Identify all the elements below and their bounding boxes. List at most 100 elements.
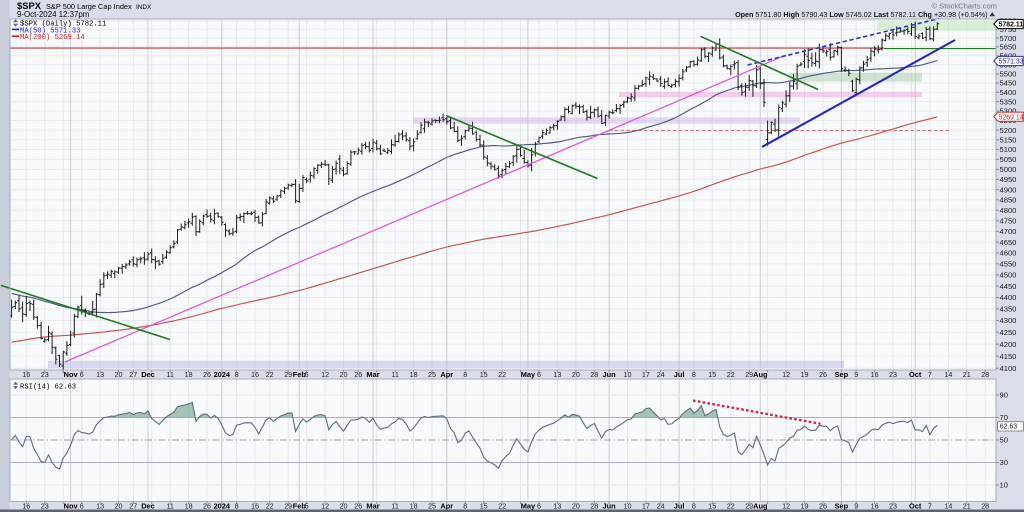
svg-text:70: 70 xyxy=(1000,413,1008,422)
svg-text:11: 11 xyxy=(166,370,173,379)
svg-text:Oct: Oct xyxy=(909,370,922,379)
svg-text:29: 29 xyxy=(745,502,753,511)
svg-text:Mar: Mar xyxy=(366,502,379,511)
svg-text:4600: 4600 xyxy=(1000,249,1017,258)
svg-text:13: 13 xyxy=(96,370,104,379)
svg-text:5100: 5100 xyxy=(1000,145,1017,154)
svg-text:19: 19 xyxy=(801,370,809,379)
svg-text:4850: 4850 xyxy=(1000,196,1017,205)
svg-text:16: 16 xyxy=(251,370,259,379)
svg-text:5200: 5200 xyxy=(1000,126,1017,135)
svg-text:27: 27 xyxy=(129,502,137,511)
svg-text:90: 90 xyxy=(1000,391,1008,400)
svg-text:26: 26 xyxy=(819,502,827,511)
svg-text:4300: 4300 xyxy=(1000,316,1017,325)
svg-text:9-Oct-2024 12:37pm: 9-Oct-2024 12:37pm xyxy=(17,10,90,19)
svg-text:23: 23 xyxy=(41,502,49,511)
svg-text:5300: 5300 xyxy=(1000,107,1017,116)
svg-text:Dec: Dec xyxy=(141,502,155,511)
svg-text:8: 8 xyxy=(235,370,239,379)
svg-text:15: 15 xyxy=(480,502,488,511)
svg-text:16: 16 xyxy=(22,370,30,379)
svg-text:26: 26 xyxy=(203,370,211,379)
svg-text:4800: 4800 xyxy=(1000,206,1017,215)
svg-text:5: 5 xyxy=(305,502,309,511)
svg-text:24: 24 xyxy=(657,370,665,379)
svg-text:8: 8 xyxy=(463,502,467,511)
svg-text:25: 25 xyxy=(428,370,436,379)
svg-text:17: 17 xyxy=(642,502,650,511)
svg-text:Apr: Apr xyxy=(440,502,453,511)
svg-text:Oct: Oct xyxy=(909,502,922,511)
svg-text:5750: 5750 xyxy=(1000,25,1017,34)
svg-text:8: 8 xyxy=(692,502,696,511)
svg-text:13: 13 xyxy=(553,370,561,379)
svg-text:20: 20 xyxy=(572,502,580,511)
svg-text:4150: 4150 xyxy=(1000,352,1017,361)
svg-text:5150: 5150 xyxy=(1000,136,1017,145)
svg-text:4400: 4400 xyxy=(1000,293,1017,302)
svg-text:Jun: Jun xyxy=(603,502,617,511)
svg-text:MA(200) 5269.14: MA(200) 5269.14 xyxy=(20,34,85,42)
svg-text:10: 10 xyxy=(624,370,632,379)
svg-text:28: 28 xyxy=(590,370,598,379)
svg-text:6: 6 xyxy=(537,370,541,379)
svg-text:15: 15 xyxy=(480,370,488,379)
svg-text:5000: 5000 xyxy=(1000,165,1017,174)
svg-text:23: 23 xyxy=(889,370,897,379)
svg-text:2024: 2024 xyxy=(214,370,231,379)
svg-text:© StockCharts.com: © StockCharts.com xyxy=(931,2,997,11)
svg-text:26: 26 xyxy=(354,370,362,379)
svg-text:$SPX (Daily) 5782.11: $SPX (Daily) 5782.11 xyxy=(20,21,106,29)
svg-text:Jul: Jul xyxy=(674,370,685,379)
svg-text:20: 20 xyxy=(340,502,348,511)
svg-text:9: 9 xyxy=(854,370,858,379)
svg-text:Apr: Apr xyxy=(440,370,453,379)
svg-text:26: 26 xyxy=(354,502,362,511)
svg-text:18: 18 xyxy=(185,370,193,379)
svg-text:20: 20 xyxy=(115,370,123,379)
svg-text:5350: 5350 xyxy=(1000,97,1017,106)
svg-text:15: 15 xyxy=(708,502,716,511)
svg-text:8: 8 xyxy=(692,370,696,379)
svg-text:28: 28 xyxy=(981,502,989,511)
svg-text:12: 12 xyxy=(782,502,790,511)
svg-text:10: 10 xyxy=(1000,481,1008,490)
svg-text:19: 19 xyxy=(801,502,809,511)
svg-text:62.63: 62.63 xyxy=(1000,424,1017,431)
svg-text:16: 16 xyxy=(871,370,879,379)
svg-text:6: 6 xyxy=(537,502,541,511)
svg-text:30: 30 xyxy=(1000,458,1008,467)
svg-text:15: 15 xyxy=(708,370,716,379)
svg-text:Feb: Feb xyxy=(293,502,307,511)
svg-text:6: 6 xyxy=(80,502,84,511)
svg-text:5269.14: 5269.14 xyxy=(999,114,1024,121)
svg-text:5782.11: 5782.11 xyxy=(999,22,1024,29)
svg-text:5: 5 xyxy=(305,370,309,379)
svg-text:5700: 5700 xyxy=(1000,34,1017,43)
svg-text:20: 20 xyxy=(115,502,123,511)
svg-text:May: May xyxy=(521,502,536,511)
svg-text:4450: 4450 xyxy=(1000,282,1017,291)
svg-text:4650: 4650 xyxy=(1000,238,1017,247)
svg-text:4200: 4200 xyxy=(1000,340,1017,349)
svg-text:Open 5751.80 High 5790.43 Low: Open 5751.80 High 5790.43 Low 5745.02 La… xyxy=(735,10,987,19)
svg-text:17: 17 xyxy=(642,370,650,379)
svg-text:Jul: Jul xyxy=(674,502,685,511)
svg-text:27: 27 xyxy=(129,370,137,379)
svg-text:Nov: Nov xyxy=(64,502,79,511)
svg-text:13: 13 xyxy=(553,502,561,511)
svg-text:20: 20 xyxy=(572,370,580,379)
svg-text:4350: 4350 xyxy=(1000,305,1017,314)
svg-text:6: 6 xyxy=(80,370,84,379)
svg-text:18: 18 xyxy=(410,370,418,379)
svg-text:11: 11 xyxy=(166,502,173,511)
svg-text:29: 29 xyxy=(284,370,292,379)
svg-text:18: 18 xyxy=(410,502,418,511)
svg-text:Mar: Mar xyxy=(366,370,379,379)
svg-text:4900: 4900 xyxy=(1000,185,1017,194)
svg-text:8: 8 xyxy=(463,370,467,379)
svg-text:S&P 500 Large Cap Index: S&P 500 Large Cap Index xyxy=(46,2,132,11)
svg-text:23: 23 xyxy=(889,502,897,511)
svg-text:Sep: Sep xyxy=(835,370,849,379)
